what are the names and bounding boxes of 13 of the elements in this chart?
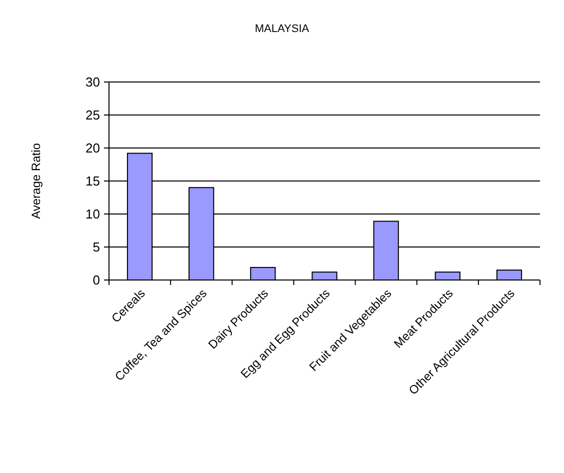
bar xyxy=(250,266,276,280)
y-tick-label: 10 xyxy=(86,206,100,222)
y-tick-label: 30 xyxy=(86,74,100,90)
y-tick-label: 20 xyxy=(86,140,100,156)
y-tick-label: 5 xyxy=(92,240,100,255)
chart-title: MALAYSIA xyxy=(254,23,310,35)
bar xyxy=(312,272,338,280)
y-tick-label: 25 xyxy=(86,108,100,123)
y-axis-title: Average Ratio xyxy=(29,142,43,219)
y-tick-label: 0 xyxy=(92,272,100,288)
y-tick-label: 15 xyxy=(86,174,100,189)
bar xyxy=(496,270,522,280)
bar xyxy=(434,272,460,280)
